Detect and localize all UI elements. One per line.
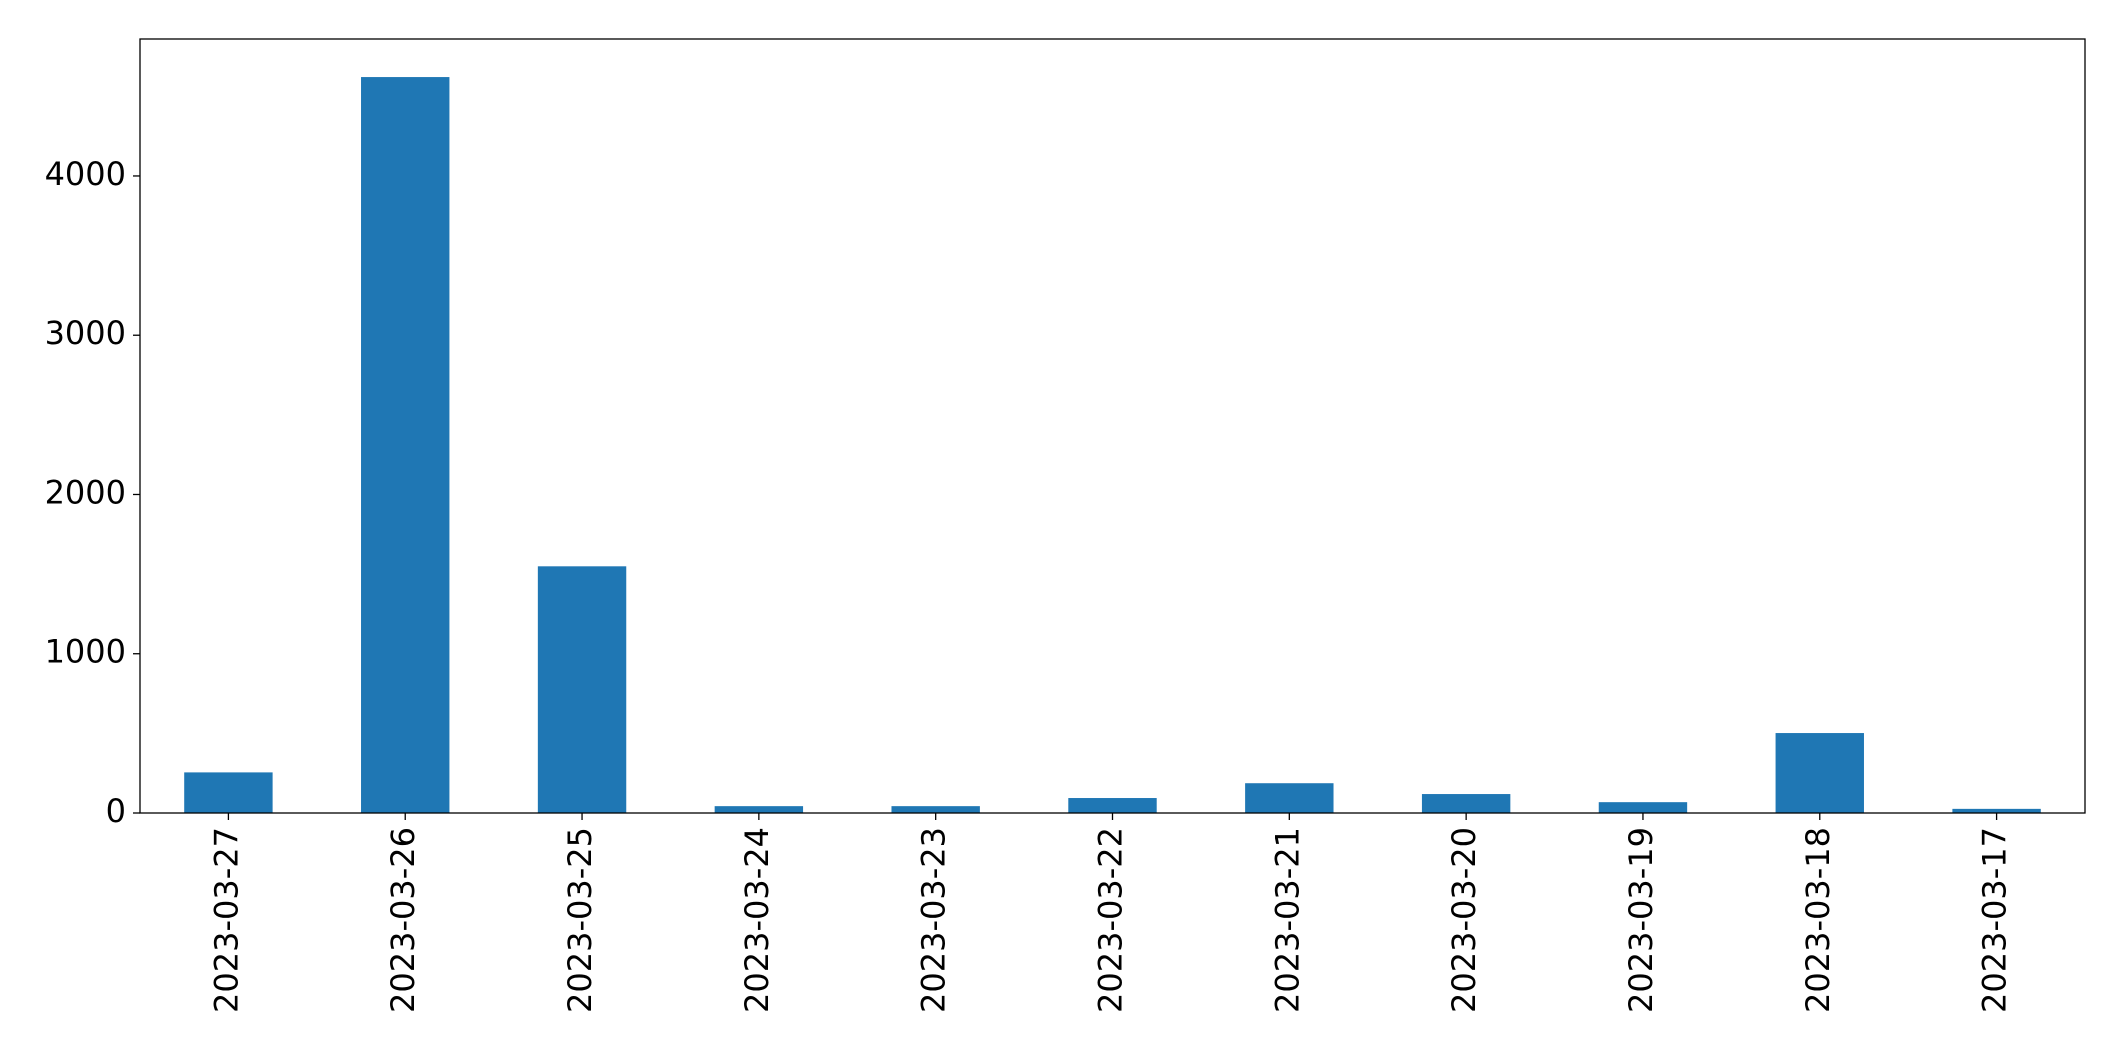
bar bbox=[537, 566, 627, 813]
y-tick-label: 1000 bbox=[45, 633, 126, 671]
bar bbox=[1068, 798, 1157, 813]
bar bbox=[714, 806, 804, 813]
x-tick-label: 2023-03-21 bbox=[1268, 827, 1306, 1013]
x-tick-label: 2023-03-24 bbox=[738, 827, 776, 1013]
y-tick-label: 2000 bbox=[45, 473, 126, 511]
x-tick-label: 2023-03-27 bbox=[207, 827, 245, 1013]
bar bbox=[1952, 808, 2041, 813]
bar bbox=[1775, 733, 1864, 813]
bar bbox=[1598, 802, 1688, 813]
bar bbox=[1421, 794, 1511, 813]
bar bbox=[891, 806, 980, 813]
bar bbox=[184, 772, 273, 813]
y-tick-label: 0 bbox=[106, 792, 126, 830]
x-tick-label: 2023-03-18 bbox=[1799, 827, 1837, 1013]
x-tick-label: 2023-03-17 bbox=[1976, 827, 2014, 1013]
x-tick-label: 2023-03-23 bbox=[915, 827, 953, 1013]
bar bbox=[361, 77, 450, 813]
x-tick-label: 2023-03-25 bbox=[561, 827, 599, 1013]
y-tick-label: 3000 bbox=[45, 314, 126, 352]
x-tick-label: 2023-03-20 bbox=[1445, 827, 1483, 1013]
x-tick-label: 2023-03-19 bbox=[1622, 827, 1660, 1013]
x-tick-label: 2023-03-26 bbox=[384, 827, 422, 1013]
y-tick-label: 4000 bbox=[45, 155, 126, 193]
bar bbox=[1245, 783, 1334, 813]
x-tick-label: 2023-03-22 bbox=[1092, 827, 1130, 1013]
plot-frame bbox=[139, 38, 2086, 814]
